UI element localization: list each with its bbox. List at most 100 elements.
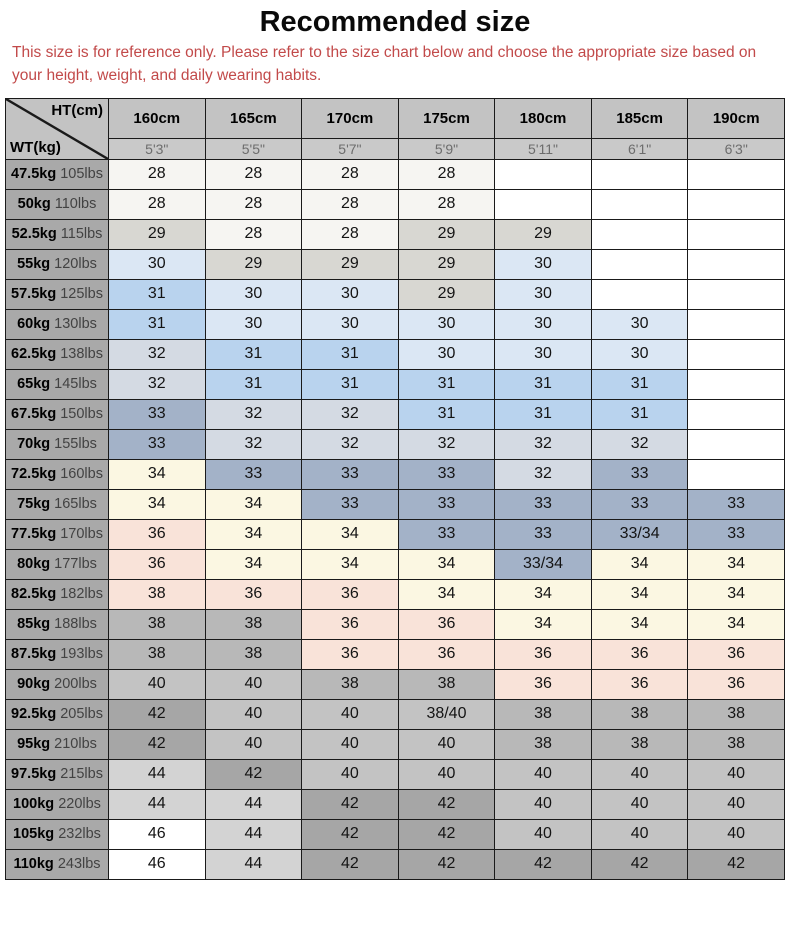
table-row: 50kg 110lbs 28 28 28 28 bbox=[5, 188, 785, 220]
col-subheader-ft: 5'3" bbox=[108, 137, 206, 160]
weight-lbs: 155lbs bbox=[54, 436, 97, 452]
weight-label-cell: 77.5kg 170lbs bbox=[5, 518, 109, 550]
size-cell: 42 bbox=[108, 698, 206, 730]
size-cell: 34 bbox=[397, 578, 496, 610]
size-cell: 29 bbox=[397, 248, 496, 280]
weight-label-cell: 62.5kg 138lbs bbox=[5, 338, 109, 370]
size-cell: 32 bbox=[590, 428, 689, 460]
weight-label-cell: 47.5kg 105lbs bbox=[5, 158, 109, 190]
size-cell: 30 bbox=[494, 338, 592, 370]
size-cell: 36 bbox=[301, 638, 399, 670]
weight-lbs: 170lbs bbox=[60, 526, 103, 542]
table-row: 100kg 220lbs 44 44 42 42 40 40 40 bbox=[5, 788, 785, 820]
size-cell bbox=[687, 458, 785, 490]
size-cell: 30 bbox=[301, 278, 399, 310]
size-cell: 36 bbox=[590, 668, 689, 700]
table-row: 65kg 145lbs 32 31 31 31 31 31 bbox=[5, 368, 785, 400]
size-cell: 38 bbox=[397, 668, 496, 700]
weight-lbs: 182lbs bbox=[60, 586, 103, 602]
size-cell: 36 bbox=[687, 668, 785, 700]
size-cell bbox=[687, 398, 785, 430]
table-row: 80kg 177lbs 36 34 34 34 33/34 34 34 bbox=[5, 548, 785, 580]
size-cell bbox=[687, 248, 785, 280]
weight-kg: 72.5kg bbox=[11, 466, 57, 482]
weight-lbs: 145lbs bbox=[54, 376, 97, 392]
reference-notice: This size is for reference only. Please … bbox=[12, 44, 757, 85]
table-row: 105kg 232lbs 46 44 42 42 40 40 40 bbox=[5, 818, 785, 850]
size-cell: 38 bbox=[590, 698, 689, 730]
table-row: 110kg 243lbs 46 44 42 42 42 42 42 bbox=[5, 848, 785, 880]
weight-label-cell: 85kg 188lbs bbox=[5, 608, 109, 640]
size-cell: 38 bbox=[687, 728, 785, 760]
size-cell: 40 bbox=[204, 698, 303, 730]
weight-kg: 92.5kg bbox=[11, 706, 57, 722]
height-cm-row: HT(cm) WT(kg) 160cm 165cm 170cm 175cm 18… bbox=[5, 97, 785, 160]
size-cell: 36 bbox=[494, 668, 592, 700]
weight-label-cell: 87.5kg 193lbs bbox=[5, 638, 109, 670]
size-cell: 34 bbox=[108, 458, 206, 490]
weight-label-cell: 82.5kg 182lbs bbox=[5, 578, 109, 610]
col-subheader-ft: 5'7" bbox=[301, 137, 399, 160]
size-cell: 42 bbox=[687, 848, 785, 880]
size-cell: 44 bbox=[108, 758, 206, 790]
size-cell: 40 bbox=[590, 818, 689, 850]
size-cell: 32 bbox=[397, 428, 496, 460]
size-cell: 28 bbox=[108, 188, 206, 220]
size-cell: 34 bbox=[301, 518, 399, 550]
size-cell: 30 bbox=[301, 308, 399, 340]
size-cell bbox=[687, 338, 785, 370]
size-cell: 30 bbox=[494, 308, 592, 340]
size-cell: 34 bbox=[687, 608, 785, 640]
weight-kg: 47.5kg bbox=[11, 166, 57, 182]
size-cell: 28 bbox=[108, 158, 206, 190]
size-cell: 30 bbox=[590, 338, 689, 370]
size-cell: 30 bbox=[397, 308, 496, 340]
size-cell bbox=[590, 278, 689, 310]
size-cell: 40 bbox=[397, 758, 496, 790]
weight-kg: 87.5kg bbox=[11, 646, 57, 662]
table-row: 97.5kg 215lbs 44 42 40 40 40 40 40 bbox=[5, 758, 785, 790]
table-row: 72.5kg 160lbs 34 33 33 33 32 33 bbox=[5, 458, 785, 490]
size-cell: 38 bbox=[108, 608, 206, 640]
size-cell: 34 bbox=[494, 608, 592, 640]
size-cell: 31 bbox=[494, 398, 592, 430]
size-cell: 44 bbox=[108, 788, 206, 820]
table-row: 90kg 200lbs 40 40 38 38 36 36 36 bbox=[5, 668, 785, 700]
col-subheader-ft: 5'5" bbox=[204, 137, 303, 160]
weight-label-cell: 92.5kg 205lbs bbox=[5, 698, 109, 730]
table-row: 52.5kg 115lbs 29 28 28 29 29 bbox=[5, 218, 785, 250]
weight-label-cell: 67.5kg 150lbs bbox=[5, 398, 109, 430]
size-cell: 33 bbox=[590, 458, 689, 490]
table-row: 60kg 130lbs 31 30 30 30 30 30 bbox=[5, 308, 785, 340]
size-cell: 34 bbox=[687, 548, 785, 580]
size-cell: 33 bbox=[108, 398, 206, 430]
size-cell: 28 bbox=[204, 218, 303, 250]
table-row: 77.5kg 170lbs 36 34 34 33 33 33/34 33 bbox=[5, 518, 785, 550]
size-chart-table: HT(cm) WT(kg) 160cm 165cm 170cm 175cm 18… bbox=[5, 97, 785, 880]
page-title: Recommended size bbox=[259, 6, 531, 38]
size-cell: 44 bbox=[204, 848, 303, 880]
size-cell: 33 bbox=[494, 518, 592, 550]
size-cell: 36 bbox=[204, 578, 303, 610]
weight-lbs: 205lbs bbox=[60, 706, 103, 722]
size-cell: 40 bbox=[494, 818, 592, 850]
weight-kg: 80kg bbox=[17, 556, 51, 572]
weight-label-cell: 97.5kg 215lbs bbox=[5, 758, 109, 790]
size-cell: 33 bbox=[204, 458, 303, 490]
size-cell: 44 bbox=[204, 818, 303, 850]
size-cell: 36 bbox=[301, 608, 399, 640]
table-row: 75kg 165lbs 34 34 33 33 33 33 33 bbox=[5, 488, 785, 520]
size-cell: 34 bbox=[301, 548, 399, 580]
weight-lbs: 150lbs bbox=[60, 406, 103, 422]
weight-lbs: 232lbs bbox=[58, 826, 101, 842]
size-cell: 42 bbox=[301, 818, 399, 850]
weight-kg: 95kg bbox=[17, 736, 51, 752]
weight-lbs: 138lbs bbox=[60, 346, 103, 362]
size-cell: 38 bbox=[108, 638, 206, 670]
size-cell: 38 bbox=[494, 698, 592, 730]
weight-label-cell: 50kg 110lbs bbox=[5, 188, 109, 220]
size-cell: 42 bbox=[494, 848, 592, 880]
weight-kg: 50kg bbox=[17, 196, 51, 212]
weight-lbs: 120lbs bbox=[54, 256, 97, 272]
size-cell: 33 bbox=[397, 458, 496, 490]
